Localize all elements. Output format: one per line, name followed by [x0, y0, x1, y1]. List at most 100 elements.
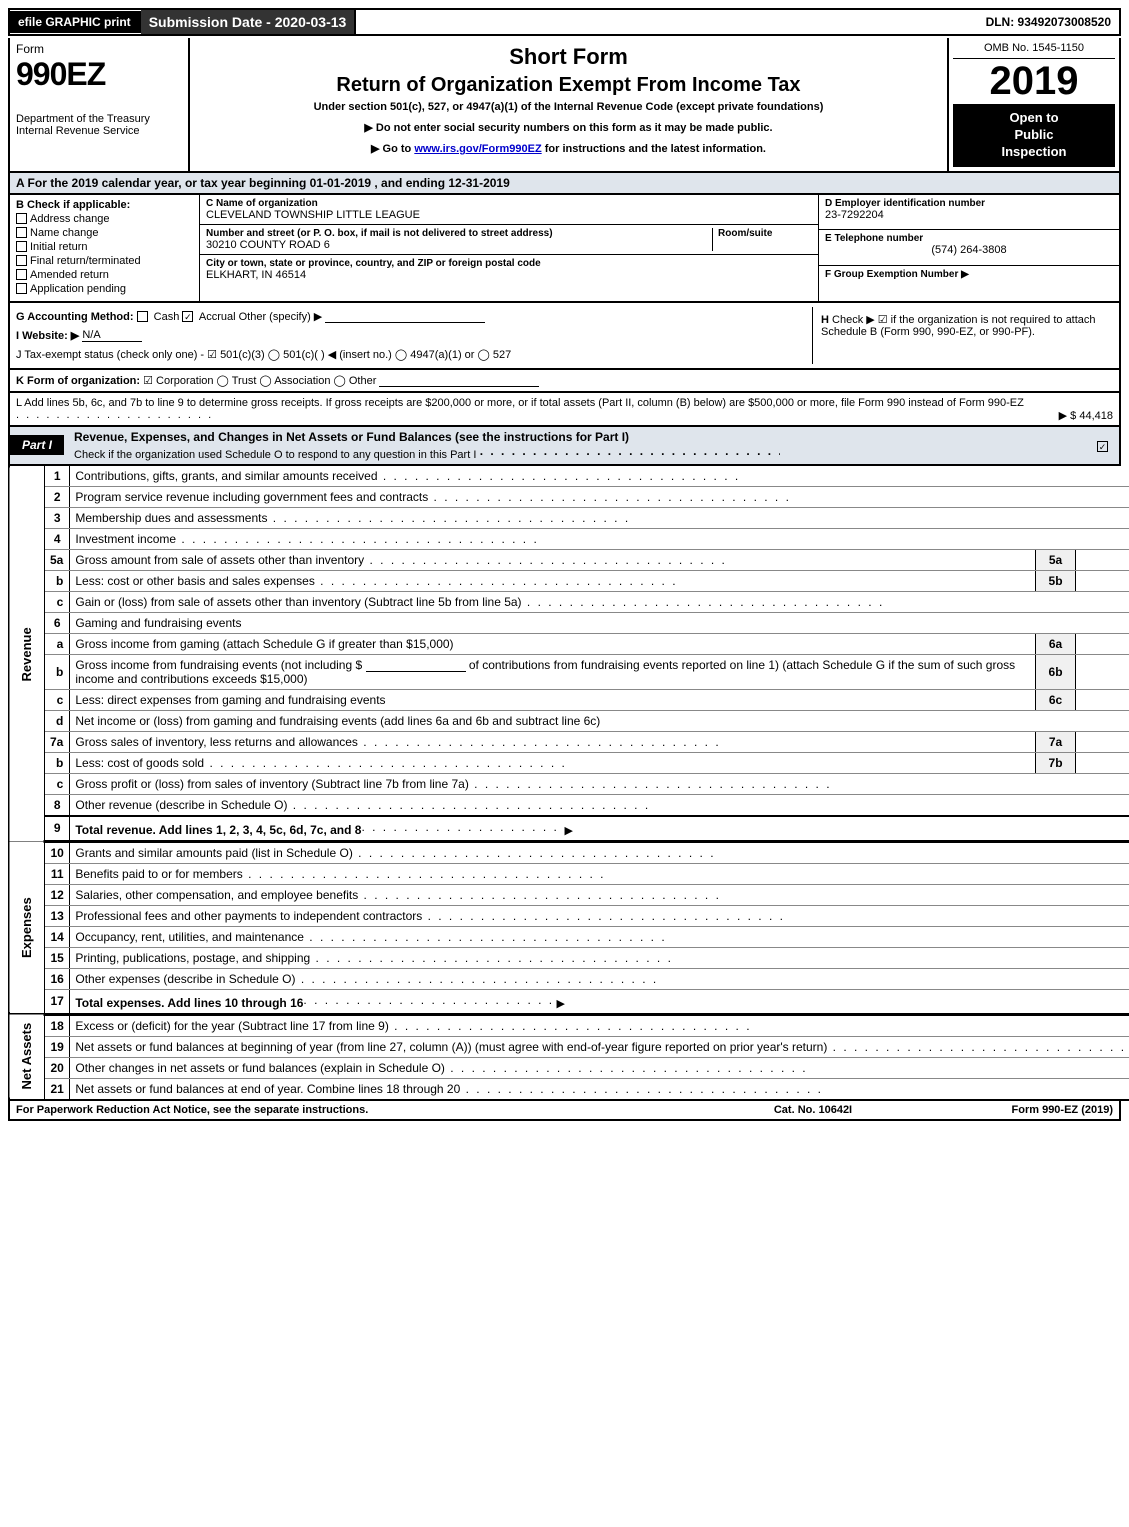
org-city: ELKHART, IN 46514 [206, 269, 812, 281]
ln2-n: 2 [45, 486, 70, 507]
ln7b-in: 7b [1036, 752, 1076, 773]
ghij-left: G Accounting Method: Cash ✓ Accrual Othe… [16, 307, 813, 364]
ln3-n: 3 [45, 507, 70, 528]
ln9-n: 9 [45, 816, 70, 842]
ln17-n: 17 [45, 989, 70, 1014]
ln15-n: 15 [45, 947, 70, 968]
ln6b-amount-input[interactable] [366, 671, 466, 672]
taxyear-row: A For the 2019 calendar year, or tax yea… [8, 173, 1121, 195]
ln10-desc: Grants and similar amounts paid (list in… [70, 841, 1129, 863]
ln2-desc: Program service revenue including govern… [70, 486, 1129, 507]
info-grid: B Check if applicable: Address change Na… [8, 195, 1121, 303]
l-row: L Add lines 5b, 6c, and 7b to line 9 to … [8, 393, 1121, 427]
ln7b-n: b [45, 752, 70, 773]
g-cash-chk[interactable] [137, 311, 148, 322]
chk-application-pending[interactable]: Application pending [16, 283, 193, 295]
ln20-desc: Other changes in net assets or fund bala… [70, 1057, 1129, 1078]
e-cell: E Telephone number (574) 264-3808 [819, 230, 1119, 266]
footer-left: For Paperwork Reduction Act Notice, see … [16, 1104, 713, 1116]
ln6c-in: 6c [1036, 689, 1076, 710]
ln5b-desc: Less: cost or other basis and sales expe… [70, 570, 1036, 591]
short-form-label: Short Form [200, 44, 937, 70]
chk-name-change[interactable]: Name change [16, 227, 193, 239]
note2-pre: ▶ Go to [371, 143, 414, 155]
header-left: Form 990EZ Department of the Treasury In… [10, 38, 190, 171]
org-name: CLEVELAND TOWNSHIP LITTLE LEAGUE [206, 209, 812, 221]
part-i-table: Revenue 1 Contributions, gifts, grants, … [8, 466, 1129, 1101]
side-expenses: Expenses [9, 841, 45, 1014]
j-row: J Tax-exempt status (check only one) - ☑… [16, 348, 812, 361]
form-header: Form 990EZ Department of the Treasury In… [8, 38, 1121, 173]
ln5a-iv [1076, 549, 1129, 570]
section-c: C Name of organization CLEVELAND TOWNSHI… [200, 195, 819, 301]
l-text: L Add lines 5b, 6c, and 7b to line 9 to … [16, 397, 1024, 409]
ln8-n: 8 [45, 794, 70, 816]
f-label: F Group Exemption Number ▶ [825, 269, 1113, 280]
ln5a-desc: Gross amount from sale of assets other t… [70, 549, 1036, 570]
efile-print-button[interactable]: efile GRAPHIC print [10, 11, 141, 33]
dln: DLN: 93492073008520 [978, 11, 1119, 33]
ln5c-n: c [45, 591, 70, 612]
ln6b-in: 6b [1036, 654, 1076, 689]
j-label: J Tax-exempt status (check only one) - ☑… [16, 349, 511, 361]
ln6d-desc: Net income or (loss) from gaming and fun… [70, 710, 1129, 731]
ln21-n: 21 [45, 1078, 70, 1100]
i-label: I Website: ▶ [16, 330, 79, 342]
l-dots [16, 409, 216, 421]
ln6d-n: d [45, 710, 70, 731]
section-b: B Check if applicable: Address change Na… [10, 195, 200, 301]
ln6a-iv [1076, 633, 1129, 654]
chk-final-return[interactable]: Final return/terminated [16, 255, 193, 267]
ln6a-in: 6a [1036, 633, 1076, 654]
ln5a-in: 5a [1036, 549, 1076, 570]
ln1-n: 1 [45, 466, 70, 487]
ln6a-desc: Gross income from gaming (attach Schedul… [70, 633, 1036, 654]
ln5c-desc: Gain or (loss) from sale of assets other… [70, 591, 1129, 612]
h-text: Check ▶ ☑ if the organization is not req… [821, 314, 1096, 338]
ln7c-n: c [45, 773, 70, 794]
k-label: K Form of organization: [16, 375, 140, 387]
ln18-desc: Excess or (deficit) for the year (Subtra… [70, 1014, 1129, 1036]
k-other-input[interactable] [379, 386, 539, 387]
org-name-cell: C Name of organization CLEVELAND TOWNSHI… [200, 195, 818, 225]
city-cell: City or town, state or province, country… [200, 255, 818, 284]
ln11-desc: Benefits paid to or for members [70, 863, 1129, 884]
footer-right: Form 990-EZ (2019) [913, 1104, 1113, 1116]
part-i-tag: Part I [10, 435, 64, 455]
side-revenue: Revenue [9, 466, 45, 842]
chk-amended-return[interactable]: Amended return [16, 269, 193, 281]
part-i-header: Part I Revenue, Expenses, and Changes in… [8, 427, 1121, 466]
part-i-sub: Check if the organization used Schedule … [74, 449, 476, 461]
l-amount: ▶ $ 44,418 [1059, 409, 1113, 422]
footer-mid: Cat. No. 10642I [713, 1104, 913, 1116]
city-label: City or town, state or province, country… [206, 258, 812, 269]
telephone: (574) 264-3808 [825, 244, 1113, 256]
schedule-o-check[interactable]: ✓ [1097, 438, 1111, 452]
chk-initial-return[interactable]: Initial return [16, 241, 193, 253]
ln4-desc: Investment income [70, 528, 1129, 549]
instructions-link[interactable]: www.irs.gov/Form990EZ [414, 143, 541, 155]
ln6a-n: a [45, 633, 70, 654]
ln7b-desc: Less: cost of goods sold [70, 752, 1036, 773]
ln3-desc: Membership dues and assessments [70, 507, 1129, 528]
chk-address-change[interactable]: Address change [16, 213, 193, 225]
irs-label: Internal Revenue Service [16, 125, 182, 137]
header-center: Short Form Return of Organization Exempt… [190, 38, 949, 171]
ln20-n: 20 [45, 1057, 70, 1078]
open2: Public [1014, 127, 1053, 142]
ln19-desc: Net assets or fund balances at beginning… [70, 1036, 1129, 1057]
g-accrual-chk[interactable]: ✓ [182, 311, 193, 322]
i-row: I Website: ▶ N/A [16, 329, 812, 342]
ln12-n: 12 [45, 884, 70, 905]
org-addr: 30210 COUNTY ROAD 6 [206, 239, 712, 251]
g-label: G Accounting Method: [16, 311, 134, 323]
ln11-n: 11 [45, 863, 70, 884]
g-other: Other (specify) ▶ [239, 311, 323, 323]
ln14-n: 14 [45, 926, 70, 947]
g-other-input[interactable] [325, 322, 485, 323]
ln5b-n: b [45, 570, 70, 591]
omb-number: OMB No. 1545-1150 [953, 42, 1115, 59]
addr-label: Number and street (or P. O. box, if mail… [206, 228, 712, 239]
ln14-desc: Occupancy, rent, utilities, and maintena… [70, 926, 1129, 947]
part-i-title: Revenue, Expenses, and Changes in Net As… [74, 427, 1097, 464]
